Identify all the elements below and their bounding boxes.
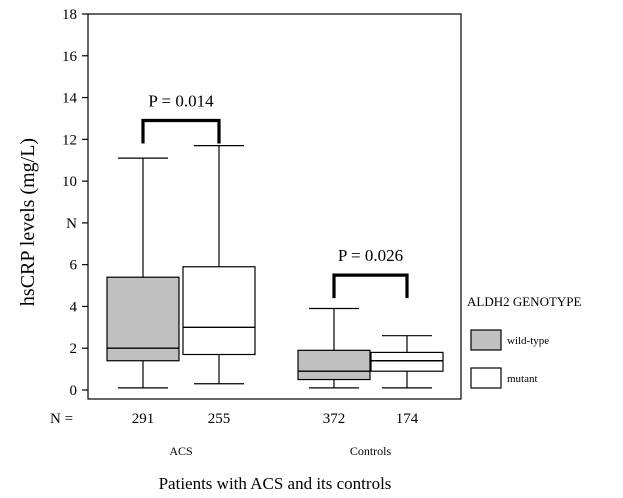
plot-frame [87, 13, 462, 400]
y-tick-label: N [66, 216, 77, 232]
legend-title: ALDH2 GENOTYPE [467, 294, 582, 309]
box-acs-mutant [182, 145, 256, 385]
bracket-line [141, 118, 221, 144]
y-tick-label: 14 [62, 91, 78, 107]
iqr-box [182, 266, 256, 356]
n-labels: N = 291 255 372 174 [50, 411, 419, 427]
y-tick-label: 4 [70, 299, 78, 315]
p-value-label: P = 0.014 [148, 92, 214, 111]
group-labels: ACS Controls [169, 444, 391, 458]
n-value: 372 [323, 411, 346, 427]
significance-bracket: P = 0.026 [332, 246, 409, 299]
n-value: 291 [132, 411, 155, 427]
legend-label-mutant: mutant [507, 373, 538, 385]
iqr-box [370, 351, 444, 372]
y-tick-label: 16 [62, 49, 78, 65]
p-value-label: P = 0.026 [338, 246, 403, 265]
group-label: Controls [350, 444, 392, 458]
y-tick-label: 12 [62, 132, 77, 148]
legend-swatch-wild-type [470, 329, 502, 351]
box-controls-mutant [370, 335, 444, 389]
group-label: ACS [169, 444, 192, 458]
boxes [106, 145, 444, 389]
legend-label-wild-type: wild-type [507, 335, 549, 347]
y-tick-label: 6 [70, 258, 78, 274]
n-value: 174 [396, 411, 419, 427]
y-axis: 0 2 4 6 N 10 12 14 16 18 [62, 7, 88, 399]
y-tick-label: 10 [62, 174, 77, 190]
n-value: 255 [208, 411, 231, 427]
x-axis-label: Patients with ACS and its controls [159, 474, 392, 493]
iqr-box [106, 276, 180, 362]
y-tick-label: 0 [70, 383, 78, 399]
box-controls-wild-type [297, 307, 371, 389]
y-tick-label: 18 [62, 7, 77, 23]
bracket-line [332, 273, 409, 299]
legend: ALDH2 GENOTYPE wild-type mutant [467, 294, 582, 389]
y-axis-label: hsCRP levels (mg/L) [17, 138, 39, 306]
n-label-prefix: N = [50, 411, 73, 427]
box-acs-wild-type [106, 157, 180, 389]
significance-bracket: P = 0.014 [141, 92, 221, 144]
annotations: P = 0.014 P = 0.026 [141, 92, 409, 299]
legend-swatch-mutant [470, 367, 502, 389]
y-tick-label: 2 [70, 341, 78, 357]
iqr-box [297, 349, 371, 381]
